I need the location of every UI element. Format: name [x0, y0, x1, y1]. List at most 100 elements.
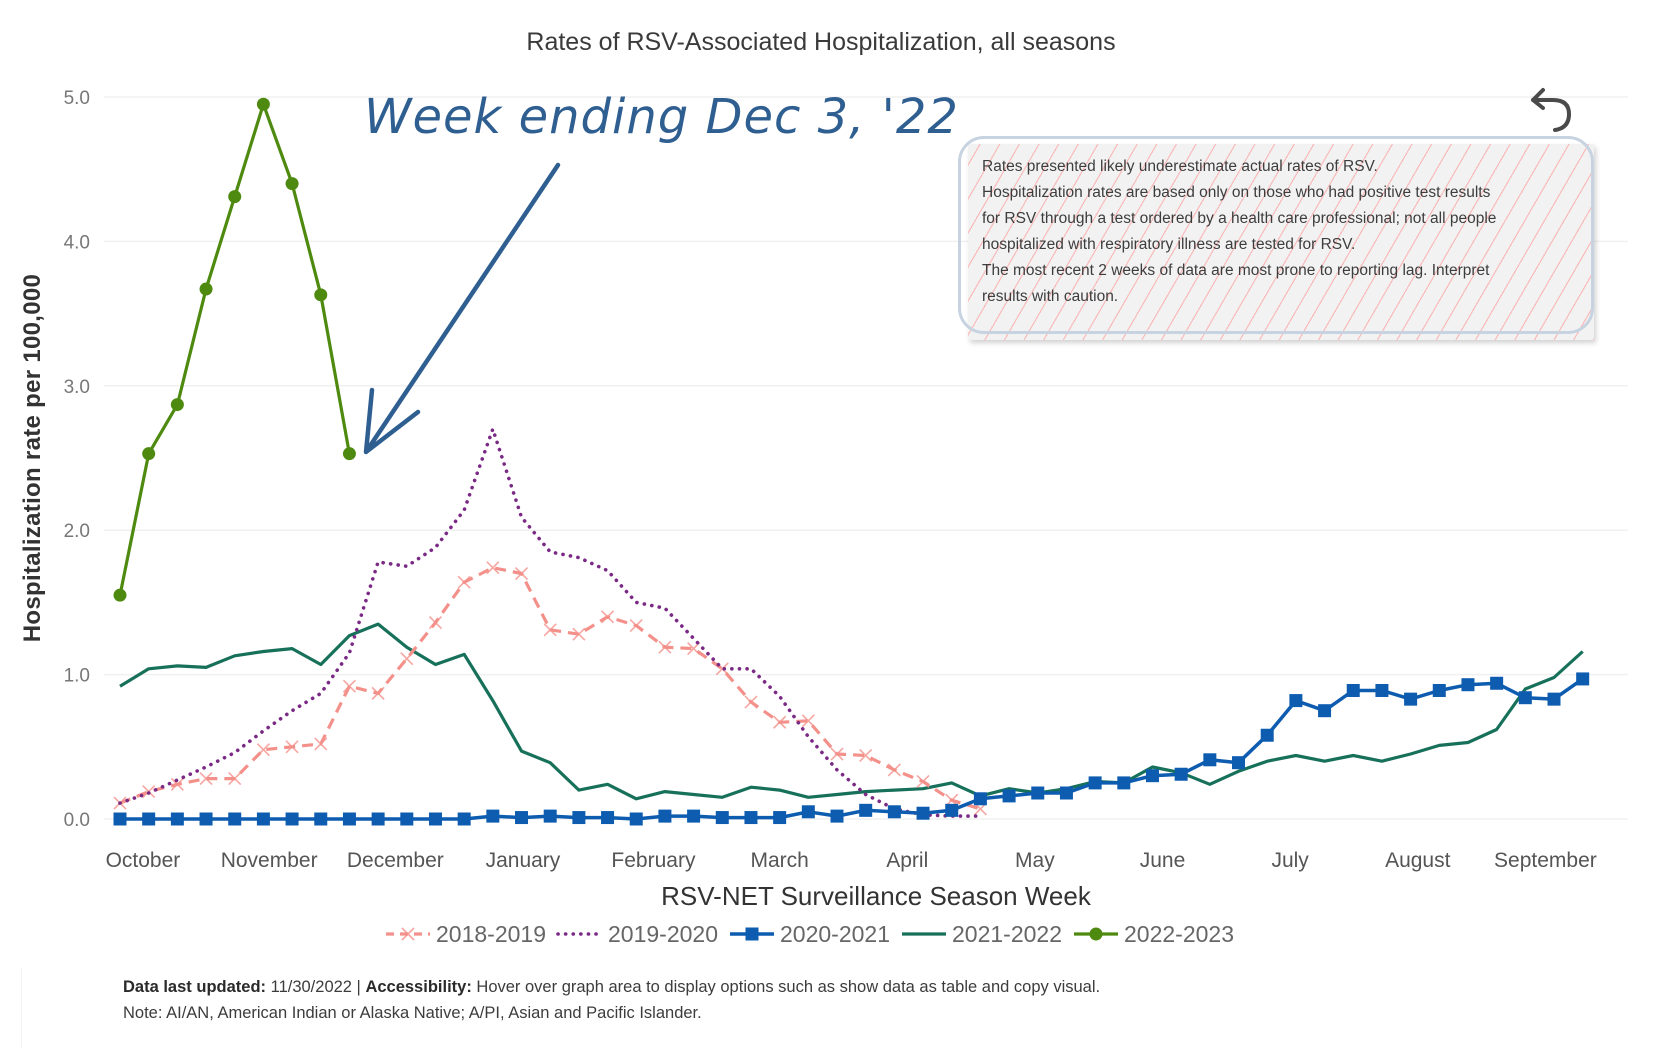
- data-point[interactable]: [629, 812, 643, 826]
- data-point[interactable]: [228, 812, 242, 826]
- data-point[interactable]: [515, 811, 529, 825]
- data-point[interactable]: [400, 652, 414, 666]
- data-point[interactable]: [887, 763, 901, 777]
- series-line[interactable]: [120, 677, 1584, 821]
- data-point[interactable]: [973, 792, 987, 806]
- data-point[interactable]: [1232, 756, 1246, 770]
- data-point[interactable]: [658, 640, 672, 654]
- data-point[interactable]: [572, 811, 586, 825]
- data-point[interactable]: [629, 618, 643, 633]
- data-point[interactable]: [228, 772, 242, 786]
- data-point[interactable]: [715, 811, 729, 825]
- series-2019-2020[interactable]: [118, 427, 983, 818]
- data-point[interactable]: [342, 447, 356, 461]
- data-point[interactable]: [113, 588, 127, 602]
- data-point[interactable]: [801, 805, 815, 819]
- data-point[interactable]: [1260, 728, 1274, 742]
- data-point[interactable]: [199, 282, 213, 296]
- data-point[interactable]: [199, 812, 213, 826]
- data-point[interactable]: [1117, 776, 1131, 790]
- data-point[interactable]: [342, 679, 357, 693]
- data-point[interactable]: [342, 812, 356, 826]
- series-line[interactable]: [119, 622, 1584, 801]
- data-point[interactable]: [744, 695, 758, 709]
- data-point[interactable]: [859, 748, 873, 763]
- data-point[interactable]: [428, 812, 442, 826]
- data-point[interactable]: [314, 812, 328, 826]
- data-point[interactable]: [830, 747, 844, 761]
- data-point[interactable]: [1461, 678, 1475, 692]
- data-point[interactable]: [457, 812, 471, 826]
- data-point[interactable]: [457, 575, 471, 589]
- data-point[interactable]: [801, 714, 815, 728]
- data-point[interactable]: [1375, 683, 1389, 697]
- data-point[interactable]: [1318, 704, 1332, 718]
- data-point[interactable]: [256, 812, 270, 826]
- data-point[interactable]: [1547, 692, 1561, 706]
- data-point[interactable]: [514, 566, 529, 581]
- data-point[interactable]: [142, 812, 156, 826]
- data-point[interactable]: [945, 803, 959, 817]
- data-point[interactable]: [916, 806, 930, 820]
- data-point[interactable]: [658, 809, 672, 823]
- data-point[interactable]: [745, 927, 759, 941]
- series-layer[interactable]: [113, 97, 1590, 826]
- legend[interactable]: 2018-2019 2019-2020 2020-2021 2021-2022 2022…: [386, 921, 1234, 947]
- data-point[interactable]: [199, 772, 213, 786]
- data-point[interactable]: [256, 97, 270, 111]
- data-point[interactable]: [687, 642, 701, 656]
- data-point[interactable]: [285, 812, 299, 826]
- data-point[interactable]: [600, 610, 615, 624]
- data-point[interactable]: [1145, 769, 1159, 783]
- data-point[interactable]: [1002, 789, 1016, 803]
- legend-item-2019-2020[interactable]: 2019-2020: [556, 921, 718, 947]
- data-point[interactable]: [400, 812, 414, 826]
- data-point[interactable]: [401, 927, 415, 941]
- data-point[interactable]: [1518, 691, 1532, 705]
- undo-arrow-icon[interactable]: [1531, 88, 1571, 132]
- series-line[interactable]: [118, 427, 983, 818]
- data-point[interactable]: [1404, 692, 1418, 706]
- data-point[interactable]: [486, 809, 500, 823]
- data-point[interactable]: [1432, 683, 1446, 697]
- legend-item-2022-2023[interactable]: 2022-2023: [1074, 921, 1234, 947]
- data-point[interactable]: [916, 774, 930, 789]
- data-point[interactable]: [687, 809, 701, 823]
- data-point[interactable]: [1059, 786, 1073, 800]
- data-point[interactable]: [371, 686, 385, 700]
- data-point[interactable]: [1490, 676, 1504, 690]
- data-point[interactable]: [744, 811, 758, 825]
- data-point[interactable]: [314, 737, 328, 751]
- series-2021-2022[interactable]: [119, 622, 1584, 801]
- data-point[interactable]: [170, 398, 184, 412]
- data-point[interactable]: [170, 812, 184, 826]
- data-point[interactable]: [285, 740, 299, 754]
- data-point[interactable]: [285, 177, 299, 191]
- data-point[interactable]: [486, 561, 500, 575]
- data-point[interactable]: [314, 288, 328, 302]
- data-point[interactable]: [773, 715, 787, 729]
- data-point[interactable]: [1289, 694, 1303, 708]
- data-point[interactable]: [371, 812, 385, 826]
- data-point[interactable]: [1346, 683, 1360, 697]
- data-point[interactable]: [1576, 672, 1590, 686]
- data-point[interactable]: [830, 809, 844, 823]
- data-point[interactable]: [887, 805, 901, 819]
- data-point[interactable]: [142, 447, 156, 461]
- data-point[interactable]: [1089, 927, 1103, 941]
- data-point[interactable]: [428, 616, 443, 630]
- data-point[interactable]: [601, 811, 615, 825]
- data-point[interactable]: [572, 627, 586, 641]
- data-point[interactable]: [1088, 776, 1102, 790]
- series-line[interactable]: [119, 566, 981, 811]
- data-point[interactable]: [228, 190, 242, 204]
- data-point[interactable]: [543, 809, 557, 823]
- legend-item-2020-2021[interactable]: 2020-2021: [730, 921, 890, 947]
- series-2022-2023[interactable]: [113, 97, 356, 602]
- data-point[interactable]: [113, 812, 127, 826]
- legend-item-2018-2019[interactable]: 2018-2019: [386, 921, 546, 947]
- data-point[interactable]: [773, 811, 787, 825]
- legend-item-2021-2022[interactable]: 2021-2022: [902, 921, 1062, 947]
- data-point[interactable]: [1174, 767, 1188, 781]
